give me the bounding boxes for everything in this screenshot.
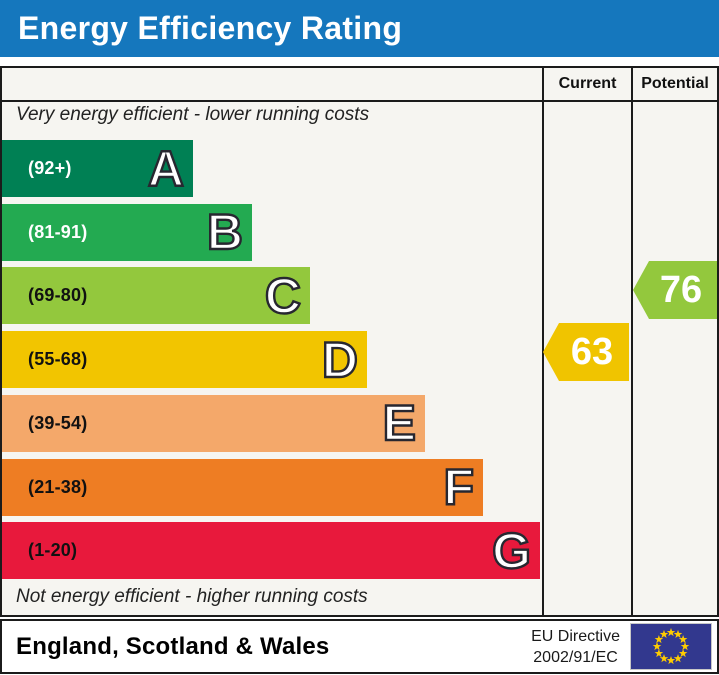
page-title: Energy Efficiency Rating	[18, 10, 403, 46]
column-divider-current	[542, 68, 544, 615]
energy-rating-chart: Current Potential Very energy efficient …	[0, 66, 719, 617]
current-rating-arrow: 63	[543, 323, 629, 381]
band-B: (81-91) B	[2, 203, 252, 261]
eu-directive-line1: EU Directive	[531, 627, 620, 645]
band-letter: B	[206, 204, 245, 261]
eu-directive-line2: 2002/91/EC	[533, 648, 618, 666]
band-range-label: (69-80)	[28, 285, 88, 306]
bottom-note: Not energy efficient - higher running co…	[16, 586, 368, 607]
band-E: (39-54) E	[2, 394, 425, 452]
band-D: (55-68) D	[2, 331, 367, 389]
band-range-label: (92+)	[28, 158, 72, 178]
band-range-label: (1-20)	[28, 540, 78, 561]
footer-bar: England, Scotland & Wales EU Directive 2…	[0, 619, 719, 674]
band-range-label: (21-38)	[28, 476, 88, 497]
potential-column-header: Potential	[641, 75, 709, 92]
potential-rating-value: 76	[659, 268, 703, 311]
band-letter: E	[381, 395, 417, 452]
top-note: Very energy efficient - lower running co…	[16, 104, 370, 125]
band-range-label: (55-68)	[28, 349, 88, 370]
band-range-label: (81-91)	[28, 221, 88, 242]
band-C: (69-80) C	[2, 267, 310, 325]
current-rating-value: 63	[570, 330, 614, 373]
band-F: (21-38) F	[2, 458, 483, 516]
potential-rating-arrow: 76	[633, 261, 717, 319]
current-column-header: Current	[558, 75, 617, 92]
band-letter: G	[491, 522, 532, 579]
band-letter: A	[147, 140, 186, 197]
chart-header-row: Current Potential	[2, 68, 717, 102]
eu-directive-label: EU Directive 2002/91/EC	[531, 626, 620, 668]
eu-flag-icon	[630, 623, 712, 670]
band-range-label: (39-54)	[28, 412, 88, 433]
region-label: England, Scotland & Wales	[16, 632, 330, 660]
band-A: (92+) A	[2, 140, 193, 197]
band-G: (1-20) G	[2, 522, 540, 580]
column-divider-potential	[631, 68, 633, 615]
band-letter: C	[264, 267, 303, 324]
band-letter: F	[442, 459, 475, 515]
band-letter: D	[321, 331, 360, 388]
title-bar: Energy Efficiency Rating	[0, 0, 719, 57]
